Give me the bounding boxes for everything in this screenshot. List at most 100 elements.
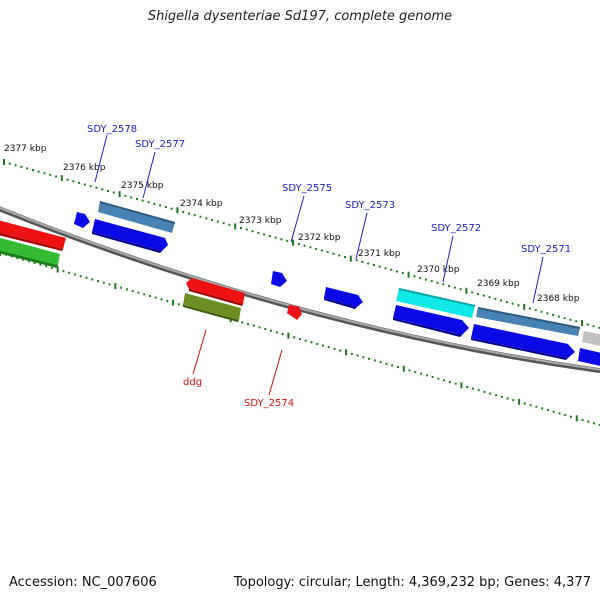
- minor-tick: [310, 341, 313, 344]
- major-tick: [345, 349, 348, 356]
- minor-tick: [309, 246, 312, 249]
- minor-tick: [587, 420, 590, 423]
- scale-labels: 2377 kbp 2376 kbp 2375 kbp 2374 kbp 2373…: [4, 144, 580, 304]
- gene-sdy2575[interactable]: [271, 271, 287, 287]
- minor-tick: [95, 186, 98, 189]
- gene-sdy2577-steel[interactable]: [98, 201, 175, 233]
- gene-label[interactable]: ddg: [183, 377, 202, 388]
- major-tick: [349, 255, 352, 262]
- minor-tick: [529, 404, 532, 407]
- gene-blue-b-shade: [393, 318, 462, 337]
- minor-tick: [141, 199, 144, 202]
- gene-sdy2572-cyan-top: [399, 288, 475, 307]
- scale-label: 2377 kbp: [4, 144, 47, 154]
- minor-tick: [257, 231, 260, 234]
- major-tick: [114, 283, 117, 290]
- minor-tick: [125, 288, 128, 291]
- minor-tick: [33, 261, 36, 264]
- minor-tick: [408, 369, 411, 372]
- minor-tick: [339, 349, 342, 352]
- gene-label[interactable]: SDY_2578: [87, 124, 137, 135]
- minor-tick: [31, 169, 34, 172]
- minor-tick: [258, 326, 261, 329]
- minor-tick: [546, 312, 549, 315]
- minor-tick: [598, 423, 600, 426]
- gene-blue-a[interactable]: [92, 219, 168, 251]
- minor-tick: [483, 390, 486, 393]
- minor-tick: [14, 164, 17, 167]
- minor-tick: [43, 172, 46, 175]
- minor-tick: [78, 181, 81, 184]
- minor-tick: [511, 302, 514, 305]
- minor-tick: [540, 310, 543, 313]
- gene-label[interactable]: SDY_2571: [521, 244, 571, 255]
- minor-tick: [112, 191, 115, 194]
- gene-label[interactable]: SDY_2572: [431, 223, 481, 234]
- minor-tick: [280, 238, 283, 241]
- gene-ddg-red-shade: [189, 289, 243, 306]
- minor-tick: [564, 414, 567, 417]
- gene-blue-right[interactable]: [578, 348, 600, 368]
- minor-tick: [107, 189, 110, 192]
- minor-tick: [523, 402, 526, 405]
- major-tick: [60, 175, 63, 182]
- leader-line: [94, 134, 108, 183]
- gene-label[interactable]: SDY_2574: [244, 398, 294, 409]
- gene-ddg[interactable]: [183, 293, 241, 320]
- leader-line: [355, 212, 368, 260]
- gene-green-left[interactable]: [0, 235, 60, 265]
- minor-tick: [72, 180, 75, 183]
- minor-tick: [222, 222, 225, 225]
- minor-tick: [239, 227, 242, 230]
- minor-tick: [586, 323, 589, 326]
- minor-tick: [137, 291, 140, 294]
- minor-tick: [241, 321, 244, 324]
- major-tick: [56, 266, 59, 273]
- gene-sdy2574[interactable]: [287, 305, 302, 320]
- minor-tick: [420, 372, 423, 375]
- gene-sdy2577-steel-top: [100, 201, 175, 224]
- map-title: Shigella dysenteriae Sd197, complete gen…: [147, 9, 453, 24]
- minor-tick: [333, 347, 336, 350]
- gene-ddg-shade: [183, 305, 239, 322]
- gene-sdy2572-cyan[interactable]: [396, 288, 475, 318]
- gene-sdy2578[interactable]: [74, 212, 90, 228]
- gene-gray-right[interactable]: [582, 331, 600, 348]
- minor-tick: [55, 175, 58, 178]
- minor-tick: [79, 275, 82, 278]
- gene-red-left[interactable]: [0, 218, 66, 249]
- minor-tick: [488, 296, 491, 299]
- minor-tick: [274, 236, 277, 239]
- minor-tick: [506, 397, 509, 400]
- minor-tick: [372, 264, 375, 267]
- gene-sdy2573[interactable]: [324, 287, 363, 307]
- minor-tick: [177, 303, 180, 306]
- minor-tick: [228, 223, 231, 226]
- minor-tick: [495, 394, 498, 397]
- minor-tick: [193, 214, 196, 217]
- gene-label[interactable]: SDY_2577: [135, 139, 185, 150]
- major-tick: [3, 159, 5, 165]
- minor-tick: [182, 210, 185, 213]
- genome-backbone-highlight: [0, 206, 600, 371]
- minor-tick: [303, 244, 306, 247]
- minor-tick: [83, 183, 86, 186]
- lower-scale-ticks: [0, 250, 600, 426]
- minor-tick: [344, 255, 347, 258]
- minor-tick: [270, 329, 273, 332]
- minor-tick: [120, 286, 123, 289]
- minor-tick: [541, 407, 544, 410]
- minor-tick: [8, 162, 11, 165]
- minor-tick: [89, 185, 92, 188]
- gene-blue-c[interactable]: [471, 324, 575, 358]
- minor-tick: [91, 278, 94, 281]
- minor-tick: [298, 337, 301, 340]
- minor-tick: [477, 389, 480, 392]
- minor-tick: [16, 256, 19, 259]
- gene-ddg-red[interactable]: [186, 278, 245, 304]
- gene-label[interactable]: SDY_2573: [345, 200, 395, 211]
- gene-blue-b[interactable]: [393, 305, 469, 335]
- gene-label[interactable]: SDY_2575: [282, 183, 332, 194]
- gene-sdy2571-steel[interactable]: [476, 307, 580, 336]
